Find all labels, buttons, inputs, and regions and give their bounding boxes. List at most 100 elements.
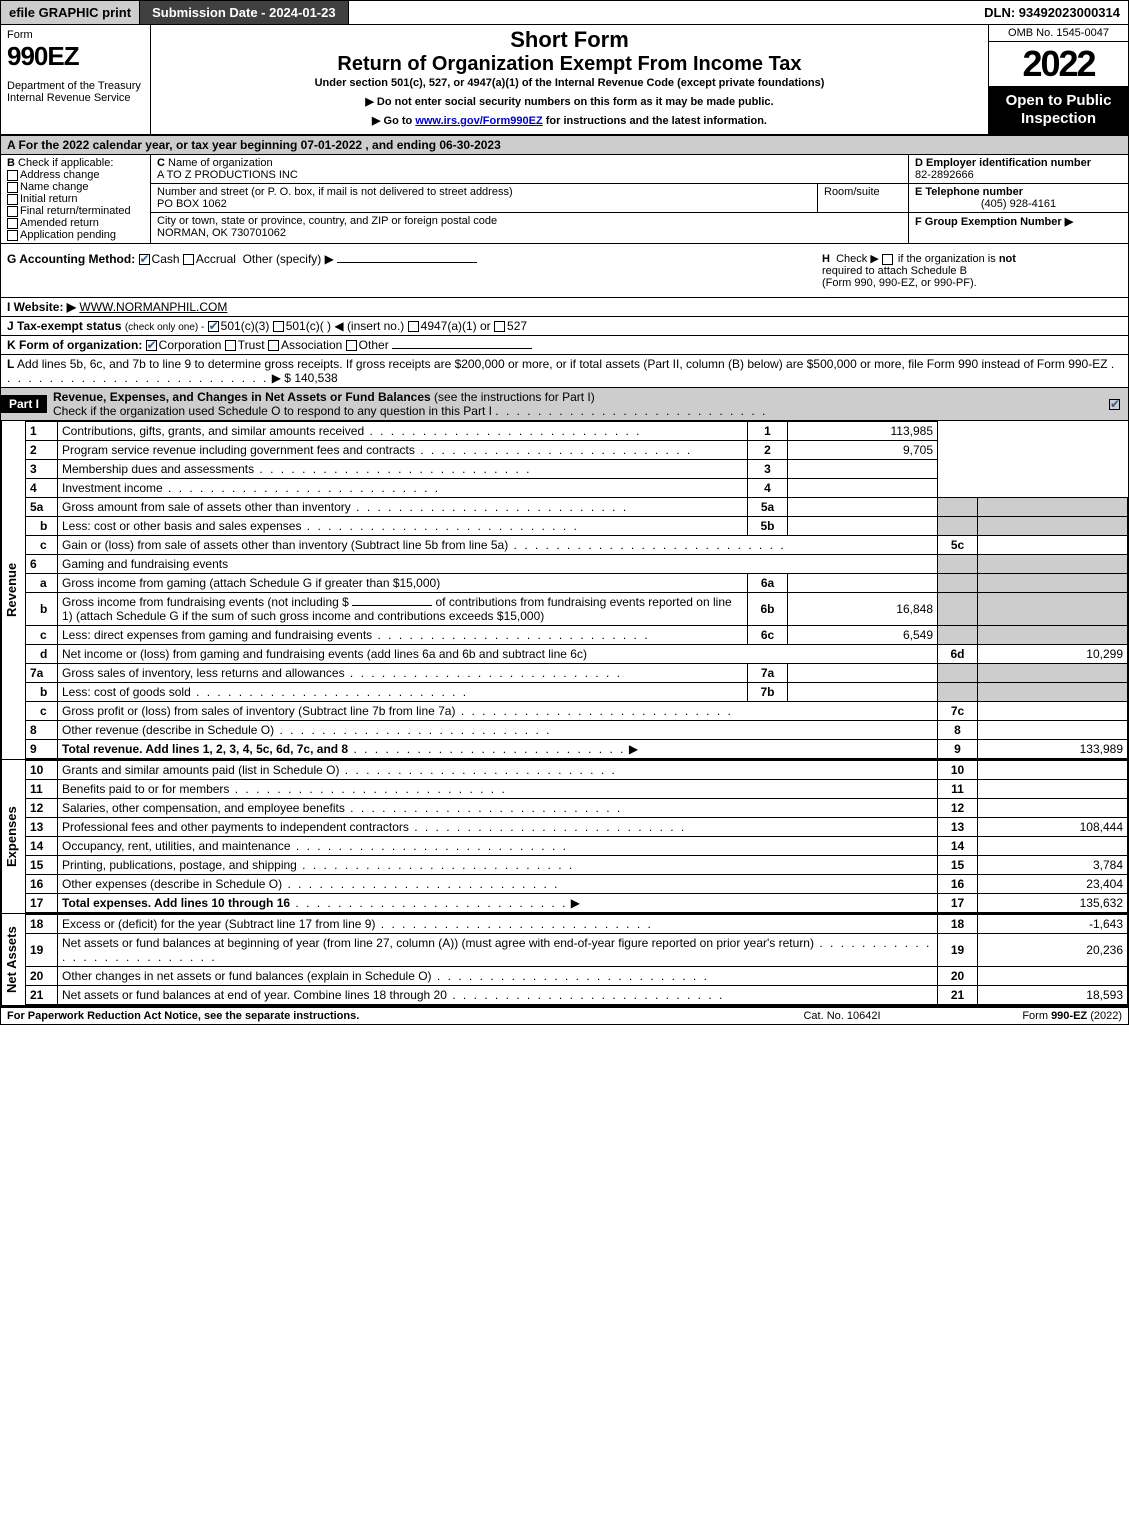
line-3-val — [788, 460, 938, 479]
assoc-checkbox[interactable] — [268, 340, 279, 351]
city-label: City or town, state or province, country… — [157, 215, 497, 227]
topbar-spacer — [349, 1, 977, 24]
corp-checkbox[interactable] — [146, 340, 157, 351]
line-16-desc: Other expenses (describe in Schedule O) — [62, 877, 282, 891]
other-specify-input[interactable] — [337, 262, 477, 263]
h-checkbox[interactable] — [882, 254, 893, 265]
501c3-checkbox[interactable] — [208, 321, 219, 332]
line-10-val — [978, 761, 1128, 780]
line-7b-mval — [788, 683, 938, 702]
line-14-desc: Occupancy, rent, utilities, and maintena… — [62, 839, 291, 853]
line-6b-desc1: Gross income from fundraising events (no… — [62, 595, 349, 609]
501c-label: 501(c)( ) ◀ (insert no.) — [286, 319, 405, 333]
amended-return-checkbox[interactable] — [7, 218, 18, 229]
line-6a-mval — [788, 574, 938, 593]
k-label: K Form of organization: — [7, 338, 142, 352]
line-6d-val: 10,299 — [978, 645, 1128, 664]
line-6b-mval: 16,848 — [788, 593, 938, 626]
section-g: G Accounting Method: Cash Accrual Other … — [7, 252, 822, 289]
line-8: 8Other revenue (describe in Schedule O)8 — [26, 721, 1128, 740]
form-label: Form — [7, 29, 144, 41]
line-18-val: -1,643 — [978, 915, 1128, 934]
line-3: 3Membership dues and assessments3 — [26, 460, 1128, 479]
part-i-title: Revenue, Expenses, and Changes in Net As… — [47, 388, 1109, 420]
section-a: A For the 2022 calendar year, or tax yea… — [0, 136, 1129, 155]
section-c: C Name of organization A TO Z PRODUCTION… — [151, 155, 908, 243]
j-sub: (check only one) - — [125, 322, 204, 333]
efile-print-button[interactable]: efile GRAPHIC print — [1, 1, 140, 24]
accrual-checkbox[interactable] — [183, 254, 194, 265]
527-checkbox[interactable] — [494, 321, 505, 332]
cash-checkbox[interactable] — [139, 254, 150, 265]
line-7b-desc: Less: cost of goods sold — [62, 685, 191, 699]
other-org-input[interactable] — [392, 348, 532, 349]
501c3-label: 501(c)(3) — [221, 319, 270, 333]
irs-link[interactable]: www.irs.gov/Form990EZ — [415, 115, 542, 127]
line-13-desc: Professional fees and other payments to … — [62, 820, 409, 834]
501c-checkbox[interactable] — [273, 321, 284, 332]
l-label: L — [7, 357, 14, 371]
line-19-val: 20,236 — [978, 934, 1128, 967]
goto-line: ▶ Go to www.irs.gov/Form990EZ for instru… — [157, 114, 982, 127]
address-change-label: Address change — [20, 169, 100, 181]
line-17-val: 135,632 — [978, 894, 1128, 913]
final-return-checkbox[interactable] — [7, 206, 18, 217]
4947-checkbox[interactable] — [408, 321, 419, 332]
line-17-desc: Total expenses. Add lines 10 through 16 — [62, 896, 290, 910]
netassets-vlabel: Net Assets — [1, 914, 25, 1005]
line-1: 1Contributions, gifts, grants, and simil… — [26, 422, 1128, 441]
header-right: OMB No. 1545-0047 2022 Open to Public In… — [988, 25, 1128, 134]
i-label: I Website: ▶ — [7, 300, 76, 314]
other-specify-label: Other (specify) ▶ — [243, 252, 334, 266]
expenses-vlabel: Expenses — [1, 760, 25, 913]
line-21-val: 18,593 — [978, 986, 1128, 1005]
org-info-block: B Check if applicable: Address change Na… — [0, 155, 1129, 244]
4947-label: 4947(a)(1) or — [421, 319, 491, 333]
app-pending-checkbox[interactable] — [7, 230, 18, 241]
name-change-label: Name change — [20, 181, 89, 193]
line-6b-blank[interactable] — [352, 605, 432, 606]
j-label: J Tax-exempt status — [7, 319, 122, 333]
line-2-desc: Program service revenue including govern… — [62, 443, 415, 457]
line-12-desc: Salaries, other compensation, and employ… — [62, 801, 345, 815]
line-18-desc: Excess or (deficit) for the year (Subtra… — [62, 917, 375, 931]
cash-label: Cash — [152, 252, 180, 266]
line-14: 14Occupancy, rent, utilities, and mainte… — [26, 837, 1128, 856]
line-7c-val — [978, 702, 1128, 721]
l-value: 140,538 — [294, 371, 337, 385]
return-title: Return of Organization Exempt From Incom… — [157, 53, 982, 75]
part-i-check: Check if the organization used Schedule … — [53, 404, 492, 418]
line-5b-mval — [788, 517, 938, 536]
room-suite-label: Room/suite — [818, 184, 908, 212]
dept-treasury: Department of the Treasury — [7, 80, 144, 92]
goto-pre: ▶ Go to — [372, 115, 415, 127]
line-20-val — [978, 967, 1128, 986]
line-3-desc: Membership dues and assessments — [62, 462, 254, 476]
tax-year: 2022 — [989, 42, 1128, 86]
c-label: C — [157, 157, 165, 169]
section-l: L Add lines 5b, 6c, and 7b to line 9 to … — [0, 355, 1129, 387]
revenue-section: Revenue 1Contributions, gifts, grants, a… — [0, 421, 1129, 759]
website-link[interactable]: WWW.NORMANPHIL.COM — [79, 300, 227, 314]
ssn-warning: ▶ Do not enter social security numbers o… — [157, 95, 982, 108]
line-6a-desc: Gross income from gaming (attach Schedul… — [58, 574, 748, 593]
accrual-label: Accrual — [196, 252, 236, 266]
name-change-checkbox[interactable] — [7, 182, 18, 193]
line-7b: bLess: cost of goods sold7b — [26, 683, 1128, 702]
address-change-checkbox[interactable] — [7, 170, 18, 181]
initial-return-checkbox[interactable] — [7, 194, 18, 205]
line-6a: aGross income from gaming (attach Schedu… — [26, 574, 1128, 593]
line-16: 16Other expenses (describe in Schedule O… — [26, 875, 1128, 894]
line-14-val — [978, 837, 1128, 856]
section-gh: G Accounting Method: Cash Accrual Other … — [0, 244, 1129, 298]
line-15: 15Printing, publications, postage, and s… — [26, 856, 1128, 875]
line-16-val: 23,404 — [978, 875, 1128, 894]
schedule-o-checkbox[interactable] — [1109, 399, 1120, 410]
org-name: A TO Z PRODUCTIONS INC — [157, 169, 298, 181]
trust-checkbox[interactable] — [225, 340, 236, 351]
line-2: 2Program service revenue including gover… — [26, 441, 1128, 460]
other-org-checkbox[interactable] — [346, 340, 357, 351]
footer-catno: Cat. No. 10642I — [742, 1010, 942, 1022]
amended-return-label: Amended return — [20, 217, 99, 229]
form-header: Form 990EZ Department of the Treasury In… — [0, 25, 1129, 136]
